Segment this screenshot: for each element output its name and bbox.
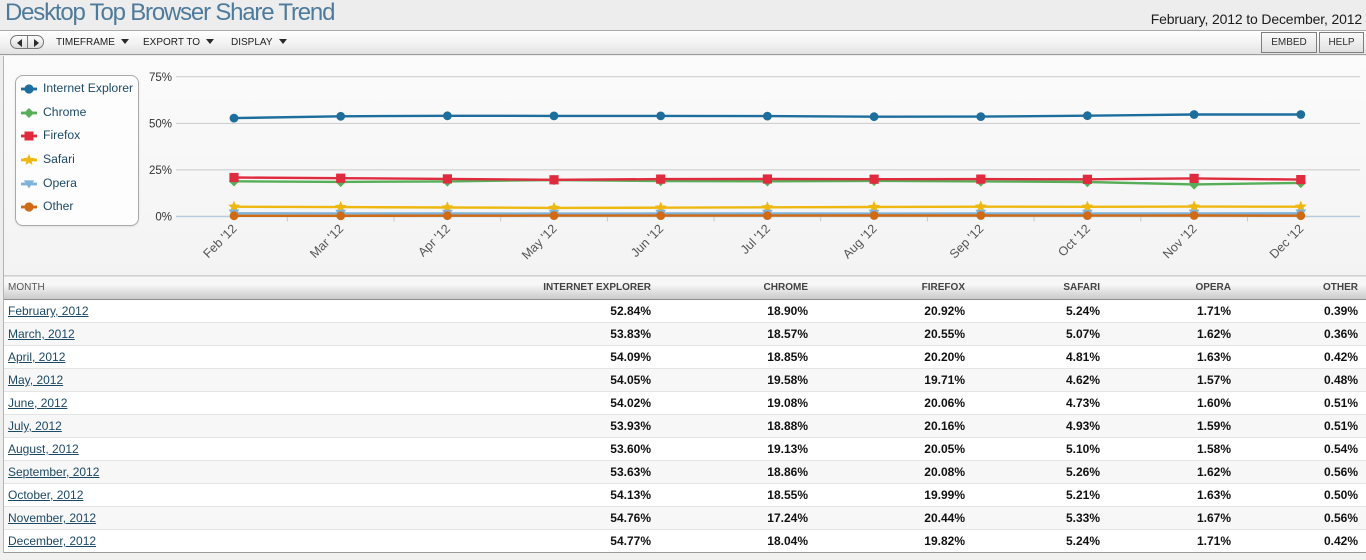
svg-text:Sep '12: Sep '12 xyxy=(947,222,987,262)
svg-text:50%: 50% xyxy=(149,119,172,131)
svg-text:Jun '12: Jun '12 xyxy=(628,222,666,260)
svg-text:75%: 75% xyxy=(149,72,172,84)
svg-text:25%: 25% xyxy=(149,165,172,177)
svg-text:Apr '12: Apr '12 xyxy=(415,222,453,260)
svg-text:Nov '12: Nov '12 xyxy=(1160,222,1200,262)
svg-text:Mar '12: Mar '12 xyxy=(307,222,346,261)
svg-text:Feb '12: Feb '12 xyxy=(201,222,240,261)
svg-text:Dec '12: Dec '12 xyxy=(1267,222,1307,262)
svg-text:Oct '12: Oct '12 xyxy=(1055,222,1093,260)
svg-text:Aug '12: Aug '12 xyxy=(840,222,880,262)
svg-text:0%: 0% xyxy=(155,212,172,224)
svg-text:Jul '12: Jul '12 xyxy=(738,222,773,257)
svg-text:May '12: May '12 xyxy=(519,222,560,263)
